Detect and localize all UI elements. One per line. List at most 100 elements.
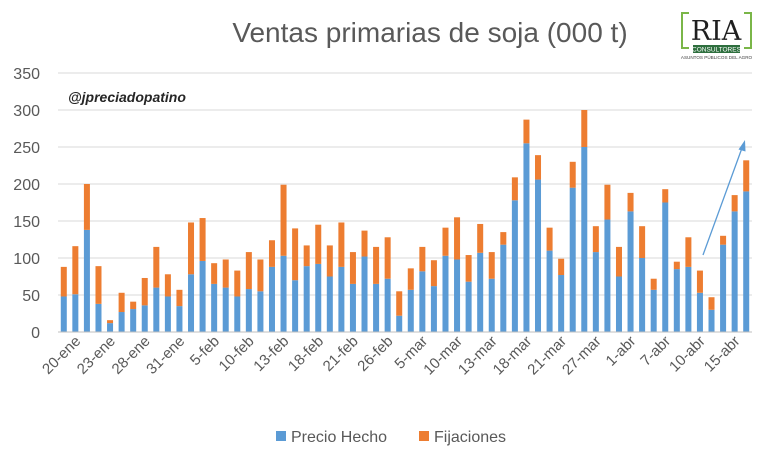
chart-title: Ventas primarias de soja (000 t): [232, 17, 627, 48]
bar-fijaciones: [442, 227, 449, 256]
bar-precio-hecho: [442, 255, 449, 332]
bar-precio-hecho: [257, 291, 264, 332]
bar-fijaciones: [164, 274, 171, 297]
x-tick-label: 13-feb: [250, 333, 292, 375]
bar-precio-hecho: [407, 289, 414, 332]
bar-fijaciones: [361, 230, 368, 257]
bar-precio-hecho: [731, 211, 738, 332]
bar-precio-hecho: [95, 303, 102, 332]
bar-fijaciones: [95, 266, 102, 304]
x-axis-ticks: 20-ene23-ene28-ene31-ene5-feb10-feb13-fe…: [39, 333, 743, 379]
bar-precio-hecho: [280, 255, 287, 332]
bar-fijaciones: [292, 228, 299, 281]
bar-fijaciones: [222, 259, 229, 288]
bar-precio-hecho: [465, 281, 472, 332]
logo-subtitle: ASUNTOS PÚBLICOS DEL AGRO: [681, 54, 753, 60]
bar-fijaciones: [535, 155, 542, 180]
bar-precio-hecho: [396, 315, 403, 332]
bar-fijaciones: [245, 252, 252, 290]
bar-precio-hecho: [60, 296, 67, 332]
x-tick-label: 21-feb: [320, 333, 362, 375]
bar-precio-hecho: [604, 219, 611, 332]
legend-swatch-fijaciones: [419, 431, 429, 441]
bar-fijaciones: [708, 297, 715, 310]
bar-fijaciones: [407, 268, 414, 290]
legend-label-precio-hecho: Precio Hecho: [291, 429, 387, 446]
bar-precio-hecho: [234, 296, 241, 332]
bar-precio-hecho: [477, 252, 484, 332]
bar-precio-hecho: [361, 256, 368, 332]
bar-precio-hecho: [581, 147, 588, 332]
y-tick-label: 150: [13, 214, 40, 231]
bar-fijaciones: [60, 266, 67, 297]
bar-fijaciones: [338, 222, 345, 267]
bar-precio-hecho: [511, 200, 518, 332]
bar-fijaciones: [500, 232, 507, 245]
bar-precio-hecho: [222, 287, 229, 332]
bar-precio-hecho: [500, 244, 507, 332]
x-tick-label: 1-abr: [603, 333, 640, 370]
bar-fijaciones: [234, 270, 241, 297]
bar-precio-hecho: [650, 289, 657, 332]
bar-precio-hecho: [188, 274, 195, 332]
ria-logo: RIA CONSULTORES ASUNTOS PÚBLICOS DEL AGR…: [681, 12, 753, 60]
legend-swatch-precio-hecho: [276, 431, 286, 441]
bar-precio-hecho: [720, 244, 727, 332]
x-tick-label: 18-feb: [285, 333, 327, 375]
bar-precio-hecho: [268, 266, 275, 332]
bar-precio-hecho: [72, 294, 79, 332]
bar-fijaciones: [141, 277, 148, 306]
bar-precio-hecho: [326, 276, 333, 332]
bar-fijaciones: [673, 261, 680, 270]
bar-fijaciones: [477, 223, 484, 253]
y-tick-label: 100: [13, 251, 40, 268]
bar-fijaciones: [280, 184, 287, 256]
logo-name: RIA: [691, 16, 742, 47]
bar-precio-hecho: [454, 259, 461, 332]
bar-precio-hecho: [373, 283, 380, 332]
bar-fijaciones: [639, 226, 646, 258]
bar-precio-hecho: [743, 191, 750, 332]
bar-precio-hecho: [535, 179, 542, 332]
bar-precio-hecho: [592, 252, 599, 332]
bar-fijaciones: [384, 237, 391, 279]
y-tick-label: 350: [13, 66, 40, 83]
bar-fijaciones: [743, 160, 750, 192]
bar-fijaciones: [199, 218, 206, 261]
bar-precio-hecho: [384, 278, 391, 332]
x-tick-label: 10-abr: [666, 333, 709, 376]
bar-precio-hecho: [627, 211, 634, 332]
bar-precio-hecho: [546, 250, 553, 332]
bar-fijaciones: [373, 246, 380, 284]
bar-fijaciones: [615, 246, 622, 277]
bar-precio-hecho: [662, 202, 669, 332]
bar-precio-hecho: [430, 286, 437, 332]
bar-fijaciones: [326, 245, 333, 277]
x-tick-label: 31-ene: [143, 333, 188, 378]
bar-fijaciones: [604, 184, 611, 220]
bar-fijaciones: [107, 320, 114, 324]
bar-fijaciones: [662, 189, 669, 203]
x-tick-label: 15-abr: [701, 333, 744, 376]
bar-precio-hecho: [245, 289, 252, 332]
bar-fijaciones: [118, 292, 125, 313]
bar-precio-hecho: [211, 283, 218, 332]
bar-fijaciones: [523, 119, 530, 144]
bar-fijaciones: [211, 263, 218, 284]
bar-fijaciones: [396, 291, 403, 316]
bar-precio-hecho: [130, 309, 137, 332]
bar-precio-hecho: [673, 269, 680, 332]
bar-fijaciones: [153, 246, 160, 288]
bar-fijaciones: [627, 192, 634, 212]
bar-precio-hecho: [558, 275, 565, 332]
bar-fijaciones: [696, 270, 703, 293]
bar-fijaciones: [465, 255, 472, 282]
bar-precio-hecho: [315, 263, 322, 332]
bar-precio-hecho: [153, 287, 160, 332]
bar-fijaciones: [650, 278, 657, 290]
x-tick-label: 10-feb: [216, 333, 258, 375]
bar-precio-hecho: [83, 229, 90, 332]
x-tick-label: 23-ene: [74, 333, 119, 378]
y-tick-label: 50: [22, 288, 40, 305]
